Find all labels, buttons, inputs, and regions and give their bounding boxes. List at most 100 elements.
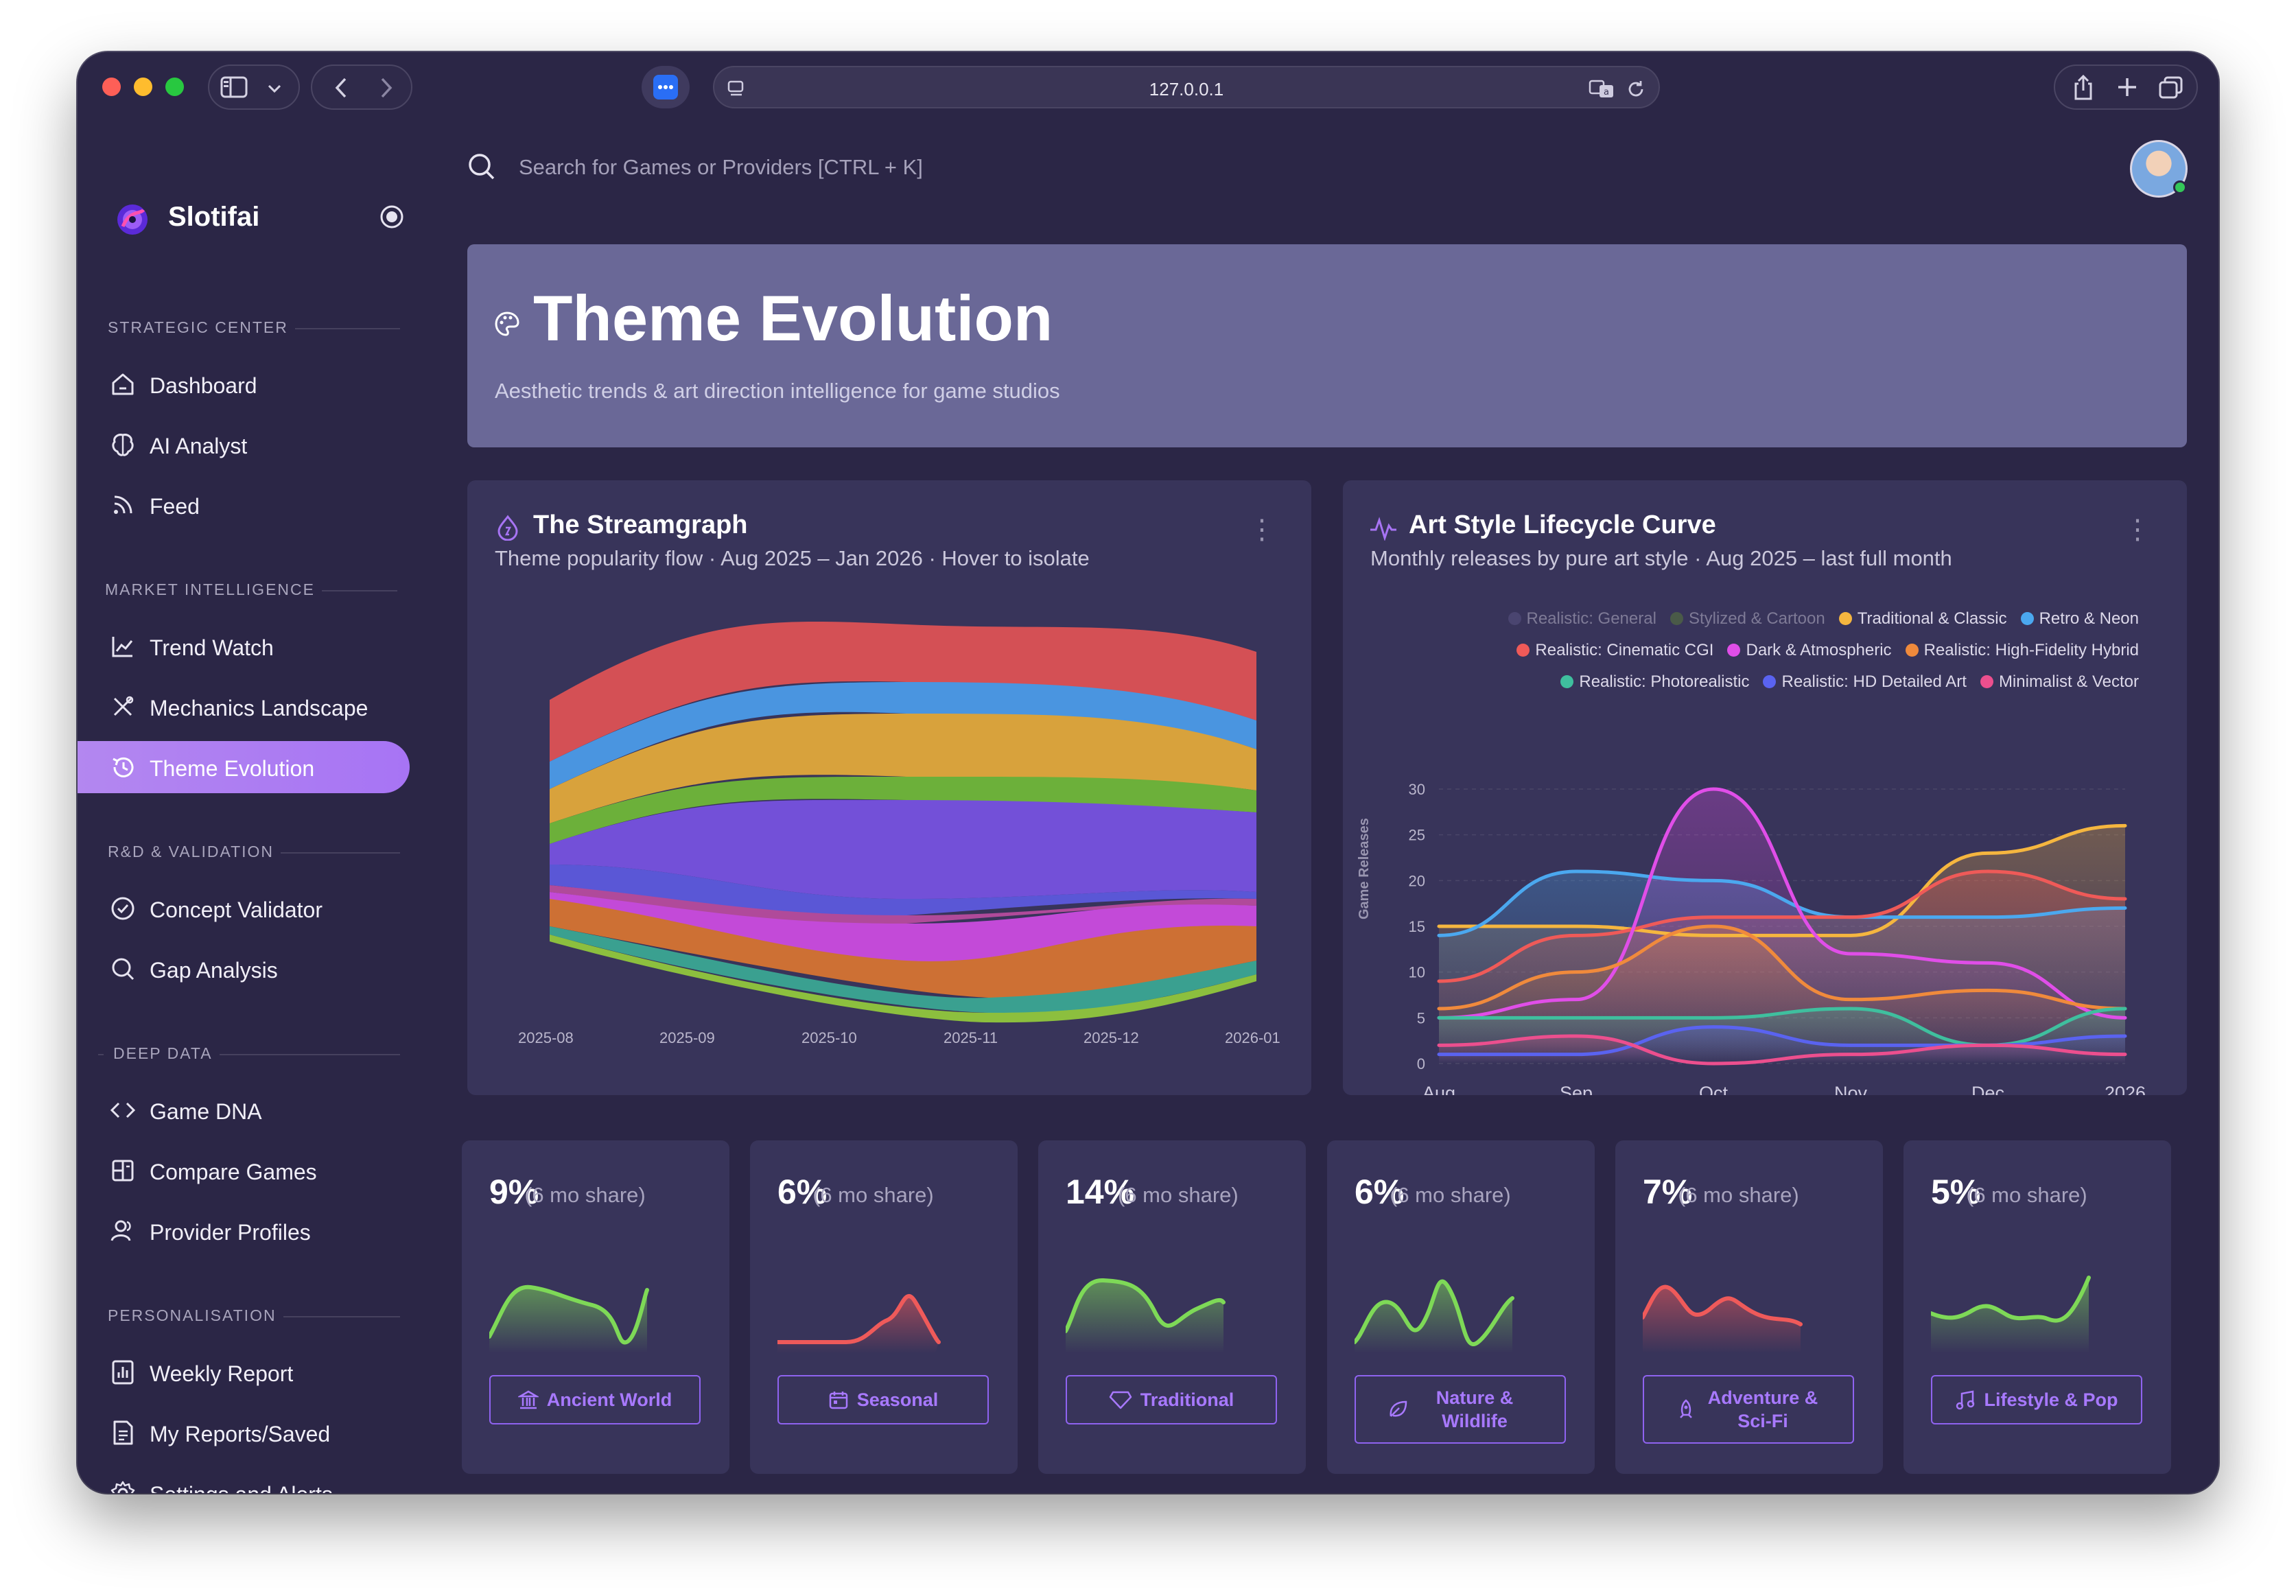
theme-card: 14% (6 mo share) Traditional — [1038, 1140, 1306, 1474]
close-window-button[interactable] — [102, 78, 121, 96]
x-tick-label: 2026 — [2105, 1083, 2146, 1095]
series-line[interactable] — [1437, 869, 2127, 983]
sidebar-item-concept-validator[interactable]: Concept Validator — [78, 882, 410, 935]
sidebar-item-feed[interactable]: Feed — [78, 479, 410, 531]
sidebar-item-ai-analyst[interactable]: AI Analyst — [78, 419, 410, 471]
search-input[interactable]: Search for Games or Providers [CTRL + K] — [519, 155, 923, 179]
x-tick-label: Dec — [1971, 1083, 2004, 1095]
theme-label: Lifestyle & Pop — [1984, 1389, 2118, 1410]
series-line[interactable] — [1437, 924, 2127, 1011]
sidebar-item-provider-profiles[interactable]: Provider Profiles — [78, 1205, 410, 1257]
lifecycle-plot[interactable]: 0 5 10 15 20 25 30 Aug Sep Oct Nov Dec 2026 — [1343, 480, 2187, 1095]
back-button[interactable] — [333, 77, 349, 99]
translate-icon[interactable]: a — [1589, 80, 1616, 99]
search-icon — [466, 151, 497, 183]
search-icon — [109, 955, 137, 983]
reload-icon[interactable] — [1626, 79, 1646, 99]
forward-button[interactable] — [378, 77, 395, 99]
maximize-window-button[interactable] — [165, 78, 184, 96]
legend-item[interactable]: Realistic: Photorealistic — [1560, 672, 1749, 691]
theme-card: 9% (6 mo share) Ancient World — [462, 1140, 729, 1474]
series-line[interactable] — [1437, 787, 2127, 1020]
avatar[interactable] — [2130, 140, 2188, 198]
legend-item[interactable]: Minimalist & Vector — [1980, 672, 2139, 691]
history-nav — [311, 64, 412, 110]
series-line[interactable] — [1437, 1034, 2127, 1066]
brain-icon — [109, 431, 137, 458]
sidebar-item-label: AI Analyst — [150, 434, 248, 458]
sidebar-item-theme-evolution[interactable]: Theme Evolution — [78, 741, 410, 793]
sidebar-item-mechanics-landscape[interactable]: Mechanics Landscape — [78, 681, 410, 733]
share-icon[interactable] — [2072, 74, 2095, 102]
y-tick-label: 5 — [1417, 1009, 1425, 1026]
legend-item[interactable]: Realistic: High-Fidelity Hybrid — [1905, 641, 2139, 659]
new-tab-icon[interactable] — [2116, 75, 2139, 99]
record-toggle-icon[interactable] — [378, 203, 406, 231]
theme-filter-button[interactable]: Lifestyle & Pop — [1931, 1375, 2142, 1424]
svg-text:a: a — [1604, 87, 1609, 97]
y-tick-label: 25 — [1409, 827, 1425, 844]
streamgraph-title: The Streamgraph — [533, 511, 748, 539]
lifecycle-subtitle: Monthly releases by pure art style · Aug… — [1370, 546, 1952, 570]
legend-item[interactable]: Realistic: General — [1508, 609, 1656, 628]
slotifai-logo-icon — [113, 200, 152, 239]
section-personalisation: PERSONALISATION — [98, 1306, 400, 1327]
home-icon — [109, 371, 137, 398]
theme-filter-button[interactable]: Nature & Wildlife — [1355, 1375, 1566, 1444]
x-tick-label: 2025-09 — [659, 1029, 715, 1046]
address-bar[interactable]: 127.0.0.1 a — [713, 66, 1660, 108]
theme-share-percent: 5% — [1931, 1173, 1981, 1211]
minimize-window-button[interactable] — [134, 78, 152, 96]
series-line[interactable] — [1437, 823, 2127, 937]
theme-share-percent: 6% — [777, 1173, 828, 1211]
y-tick-label: 30 — [1409, 781, 1425, 798]
sidebar-toggle-button[interactable] — [208, 64, 300, 110]
sidebar-item-settings[interactable]: Settings and Alerts — [78, 1467, 410, 1493]
section-rd-validation: R&D & VALIDATION — [98, 843, 400, 863]
legend-item[interactable]: Retro & Neon — [2020, 609, 2139, 628]
sidebar-item-gap-analysis[interactable]: Gap Analysis — [78, 943, 410, 995]
theme-sparkline — [1931, 1276, 2091, 1353]
legend-item[interactable]: Stylized & Cartoon — [1670, 609, 1825, 628]
series-area — [1439, 1036, 2125, 1064]
page-title: Theme Evolution — [533, 282, 1053, 354]
legend-item[interactable]: Dark & Atmospheric — [1727, 641, 1892, 659]
sidebar-item-my-reports[interactable]: My Reports/Saved — [78, 1407, 410, 1459]
sidebar-item-label: Dashboard — [150, 373, 257, 398]
compare-icon — [109, 1157, 137, 1184]
extension-button[interactable] — [642, 66, 690, 108]
page-header-banner: Theme Evolution Aesthetic trends & art d… — [467, 244, 2187, 447]
sidebar: Slotifai STRATEGIC CENTER Dashboard AI A… — [78, 121, 434, 1493]
legend-item[interactable]: Traditional & Classic — [1838, 609, 2007, 628]
stream-layer-amber — [550, 899, 1256, 998]
sidebar-item-label: Compare Games — [150, 1160, 317, 1184]
y-tick-label: 20 — [1409, 872, 1425, 889]
y-tick-label: 10 — [1409, 964, 1425, 981]
stream-layer-orange — [550, 714, 1256, 823]
series-line[interactable] — [1437, 869, 2127, 937]
legend-item[interactable]: Realistic: Cinematic CGI — [1516, 641, 1713, 659]
tabs-overview-icon[interactable] — [2158, 75, 2184, 100]
code-icon — [109, 1096, 137, 1124]
theme-share-label: (6 mo share) — [1118, 1183, 1239, 1207]
y-tick-label: 15 — [1409, 918, 1425, 935]
sidebar-item-dashboard[interactable]: Dashboard — [78, 358, 410, 410]
bar-report-icon — [109, 1359, 137, 1386]
sidebar-item-compare-games[interactable]: Compare Games — [78, 1145, 410, 1197]
theme-filter-button[interactable]: Traditional — [1066, 1375, 1277, 1424]
theme-filter-button[interactable]: Seasonal — [777, 1375, 989, 1424]
streamgraph-plot[interactable] — [467, 480, 1311, 1095]
sidebar-item-weekly-report[interactable]: Weekly Report — [78, 1346, 410, 1398]
theme-share-label: (6 mo share) — [1678, 1183, 1799, 1207]
sidebar-item-game-dna[interactable]: Game DNA — [78, 1084, 410, 1136]
theme-filter-button[interactable]: Adventure & Sci-Fi — [1643, 1375, 1854, 1444]
theme-filter-button[interactable]: Ancient World — [489, 1375, 701, 1424]
section-title: PERSONALISATION — [98, 1306, 283, 1325]
theme-share-percent: 6% — [1355, 1173, 1405, 1211]
legend-item[interactable]: Realistic: HD Detailed Art — [1763, 672, 1967, 691]
theme-card: 6% (6 mo share) Seasonal — [750, 1140, 1018, 1474]
section-market-intelligence: MARKET INTELLIGENCE — [95, 580, 397, 601]
sidebar-item-trend-watch[interactable]: Trend Watch — [78, 620, 410, 672]
series-line[interactable] — [1437, 1007, 2127, 1047]
y-axis-label: Game Releases — [1357, 818, 1372, 919]
